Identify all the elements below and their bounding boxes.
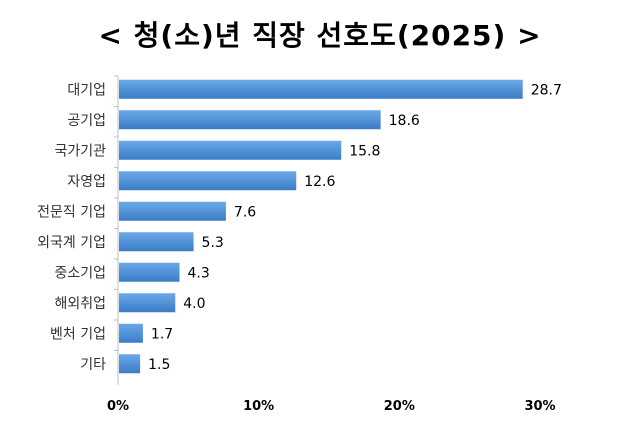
bar	[119, 140, 342, 160]
value-label: 4.0	[183, 296, 205, 312]
bar	[119, 323, 143, 343]
value-label: 7.6	[234, 204, 256, 220]
value-label: 12.6	[304, 174, 335, 190]
bar	[119, 354, 141, 374]
bar	[119, 201, 226, 221]
bar	[119, 110, 381, 130]
category-label: 외국계 기업	[37, 235, 106, 251]
category-label: 대기업	[67, 82, 106, 98]
value-label: 15.8	[349, 143, 380, 159]
category-label: 자영업	[67, 174, 106, 190]
value-label: 5.3	[202, 235, 224, 251]
x-tick-label: 0%	[107, 399, 129, 414]
x-tick-label: 20%	[384, 399, 415, 414]
value-label: 28.7	[531, 82, 562, 98]
category-label: 국가기관	[54, 143, 106, 159]
value-label: 1.5	[148, 357, 170, 373]
category-label: 전문직 기업	[37, 204, 106, 220]
value-label: 1.7	[151, 326, 173, 342]
category-label: 해외취업	[54, 296, 106, 312]
value-label: 4.3	[187, 265, 209, 281]
bar	[119, 79, 523, 99]
bar	[119, 171, 297, 191]
x-tick-label: 10%	[243, 399, 274, 414]
x-tick-label: 30%	[524, 399, 555, 414]
category-label: 공기업	[67, 113, 106, 129]
bar	[119, 293, 176, 313]
category-label: 중소기업	[54, 265, 106, 281]
category-label: 벤처 기업	[50, 326, 106, 342]
bar	[119, 262, 180, 282]
category-label: 기타	[80, 357, 106, 373]
bar	[119, 232, 194, 252]
chart-title: < 청(소)년 직장 선호도(2025) >	[98, 19, 542, 52]
value-label: 18.6	[389, 113, 420, 129]
